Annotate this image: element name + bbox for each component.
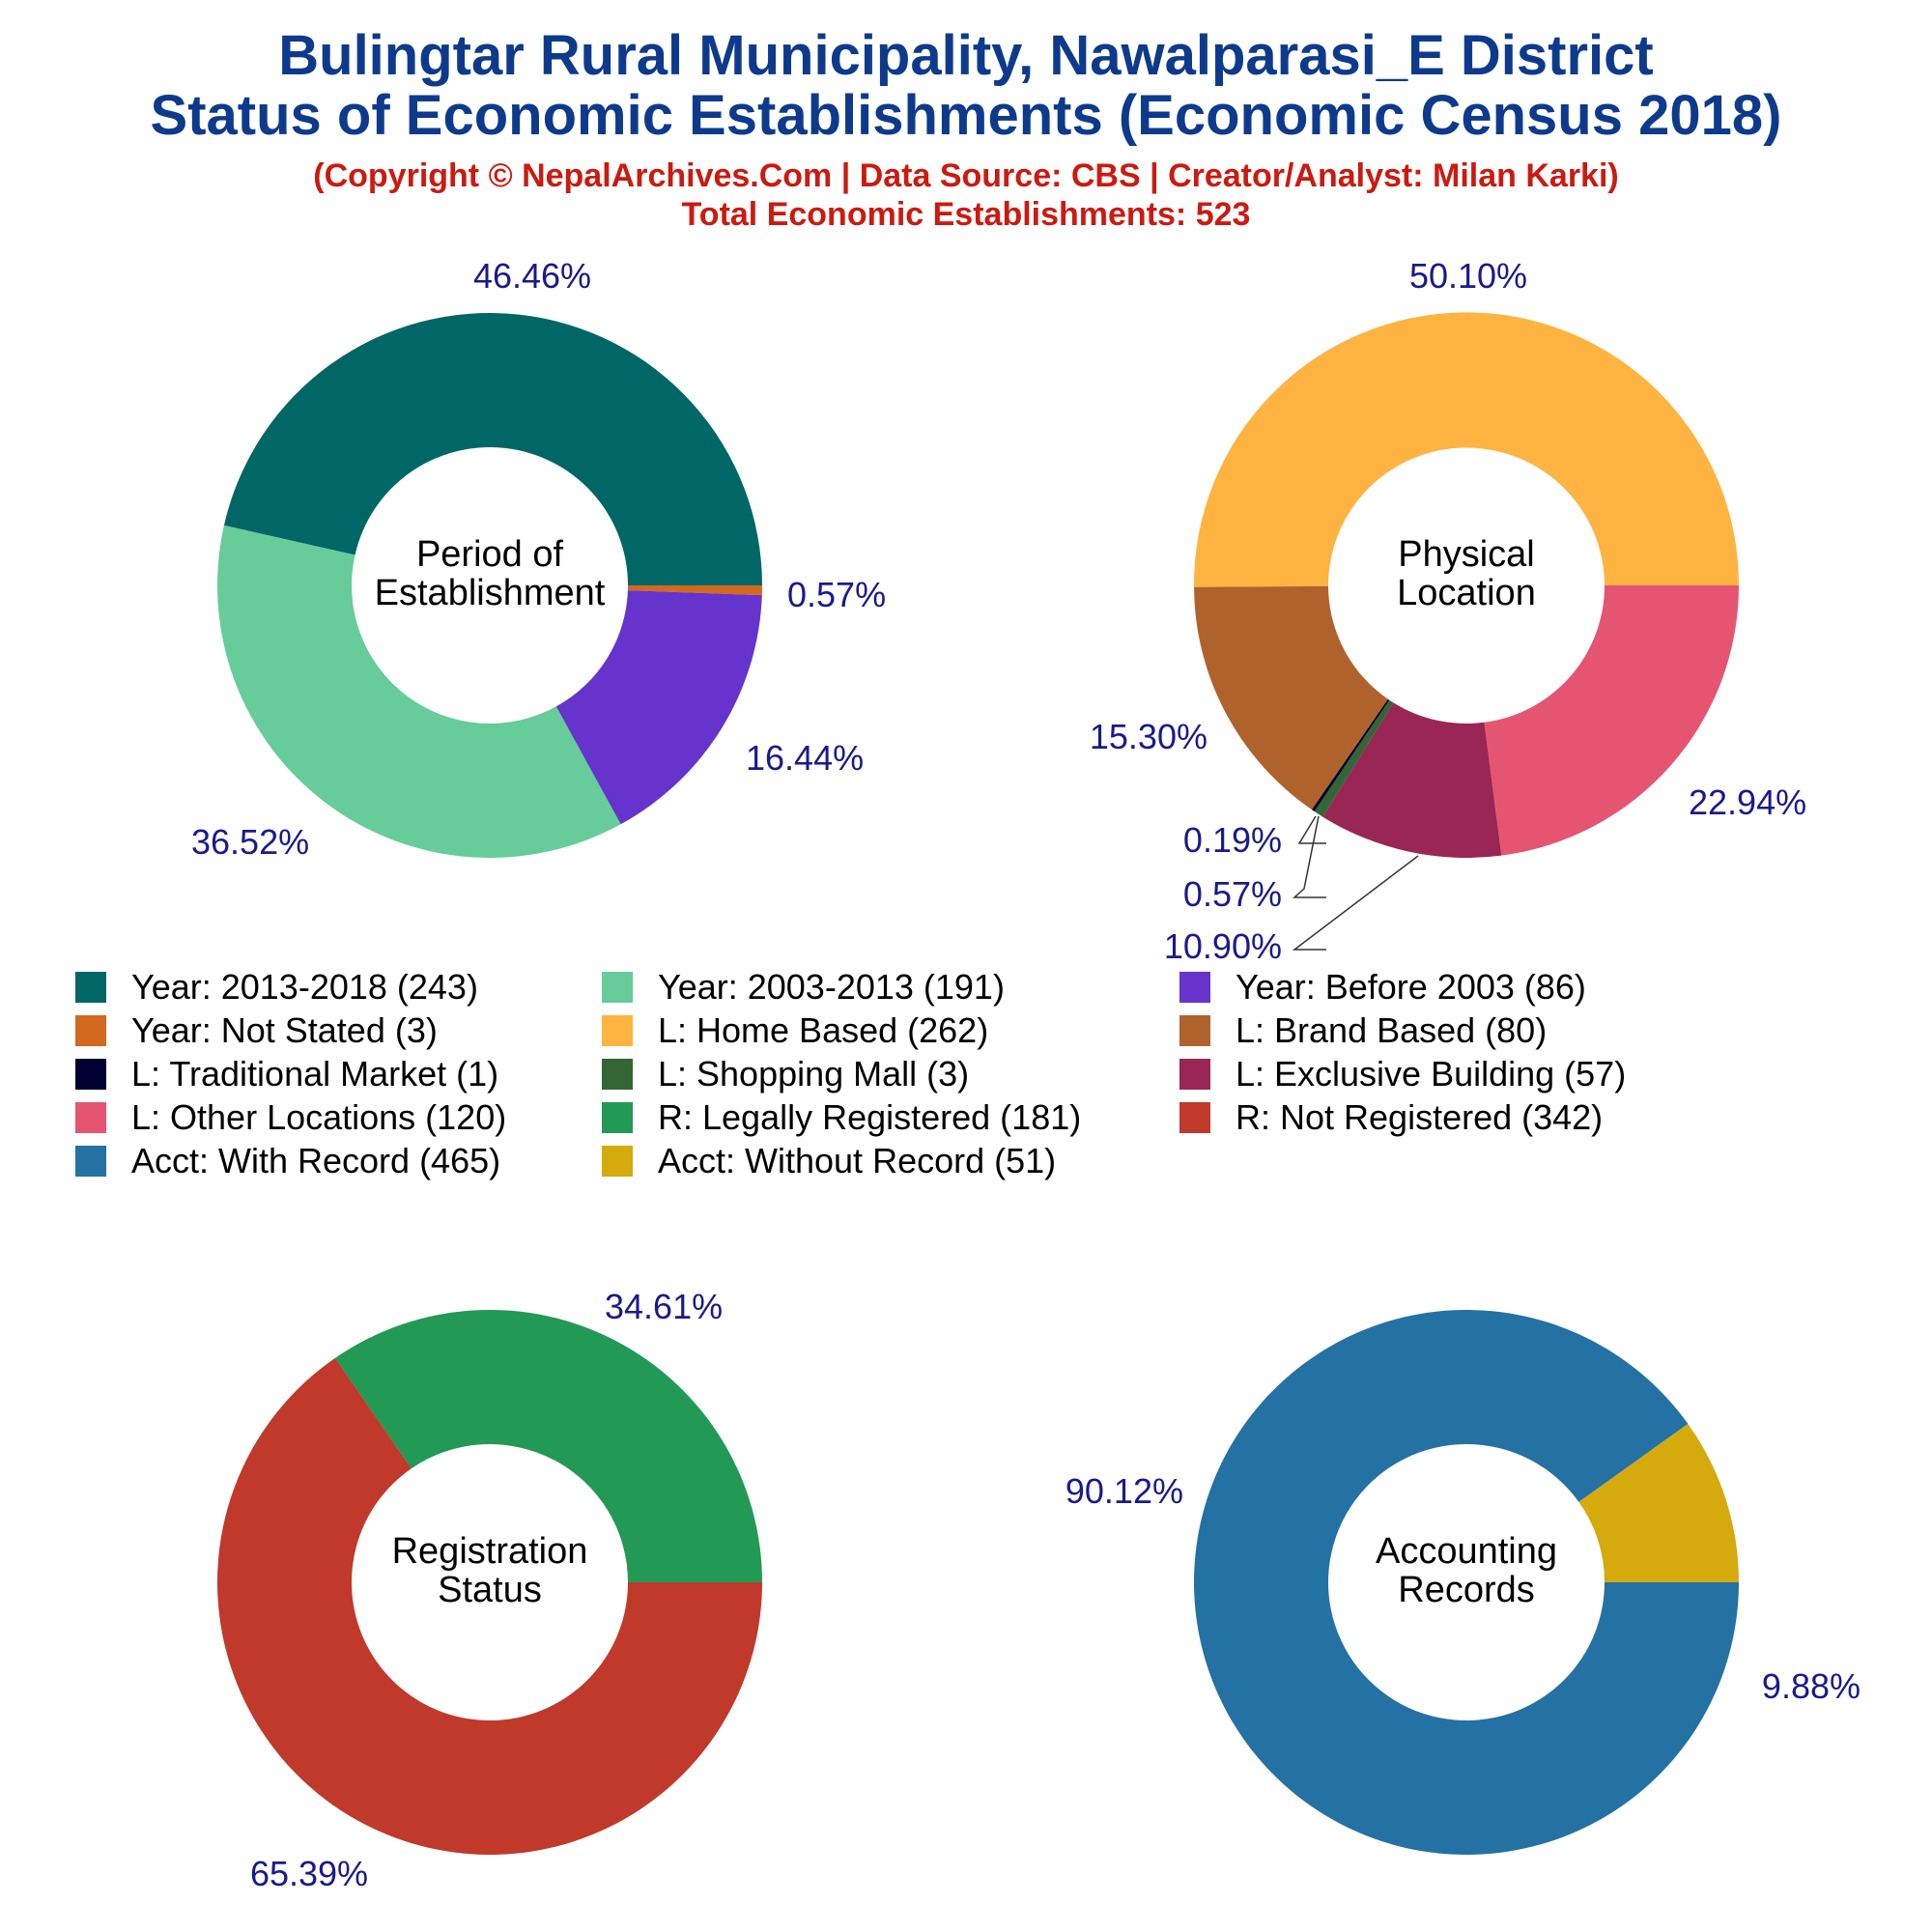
percent-label: 46.46% [473,256,591,296]
slice-acct-with-record [1193,1310,1739,1856]
legend-label: Year: Not Stated (3) [131,1010,438,1050]
slice-l-traditional-market [1311,698,1390,812]
percent-label: 10.90% [1164,926,1282,966]
location-donut: Physical Location 50.10% 22.94% 10.90% 0.57% 0… [1090,256,1806,966]
legend-item: R: Legally Registered (181) [602,1096,1081,1139]
percent-label: 15.30% [1090,717,1208,756]
legend-label: L: Other Locations (120) [131,1097,507,1137]
legend-swatch [602,1102,633,1133]
legend-label: R: Not Registered (342) [1236,1097,1604,1137]
period-donut: Period of Establishment 46.46% 0.57% 16.44% 3… [191,256,886,862]
leader-line [1292,855,1419,951]
legend-swatch [1179,1015,1210,1046]
slice-year-2013-2018 [223,313,762,585]
slice-year-before-2003 [555,590,762,825]
legend-label: L: Traditional Market (1) [131,1054,499,1094]
legend-item: Acct: Without Record (51) [602,1140,1056,1182]
percent-label: 16.44% [746,738,864,778]
legend-label: Acct: With Record (465) [131,1141,501,1180]
chart-title-line2: Status of Economic Establishments (Econo… [150,84,1782,147]
legend-label: L: Exclusive Building (57) [1236,1054,1627,1094]
legend-label: Year: Before 2003 (86) [1236,967,1586,1007]
legend-item: L: Home Based (262) [602,1009,988,1052]
legend-label: Acct: Without Record (51) [658,1141,1057,1180]
slice-r-not-registered [216,1357,763,1855]
total-establishments: Total Economic Establishments: 523 [681,196,1251,233]
legend-item: L: Traditional Market (1) [75,1053,498,1095]
percent-label: 9.88% [1762,1666,1861,1706]
legend-swatch [1179,1059,1210,1090]
legend-item: Year: 2003-2013 (191) [602,966,1005,1009]
copyright-note: (Copyright © NepalArchives.Com | Data So… [313,157,1619,194]
legend-item: Year: Before 2003 (86) [1179,966,1586,1009]
center-label: Period of Establishment [375,534,606,613]
percent-label: 34.61% [605,1287,723,1326]
legend-item: Year: 2013-2018 (243) [75,966,478,1009]
slice-l-shopping-mall [1314,699,1394,817]
slice-acct-without-record [1578,1423,1739,1582]
percent-label: 0.19% [1183,820,1282,860]
slice-r-legally-registered [334,1309,762,1582]
legend-item: L: Exclusive Building (57) [1179,1053,1626,1095]
legend-swatch [1179,972,1210,1003]
legend-swatch [75,1015,106,1046]
legend-label: L: Brand Based (80) [1236,1010,1548,1050]
accounting-donut: Accounting Records 9.88% 90.12% [1065,1310,1861,1856]
legend-item: Year: Not Stated (3) [75,1009,438,1052]
percent-label: 50.10% [1409,256,1527,296]
legend-item: L: Brand Based (80) [1179,1009,1547,1052]
slice-l-other-locations [1484,585,1739,856]
center-label: Accounting Records [1376,1531,1557,1610]
slice-l-home-based [1194,312,1740,587]
legend-swatch [75,1102,106,1133]
percent-label: 36.52% [191,822,309,862]
percent-label: 90.12% [1065,1471,1183,1511]
center-label: Registration Status [392,1531,588,1610]
legend-swatch [1179,1102,1210,1133]
registration-donut: Registration Status 34.61% 65.39% [216,1287,763,1893]
percent-label: 65.39% [250,1854,368,1893]
legend-swatch [602,1059,633,1090]
leader-line [1293,815,1326,898]
legend-item: Acct: With Record (465) [75,1140,500,1182]
legend-label: L: Shopping Mall (3) [658,1054,970,1094]
chart-title-line1: Bulingtar Rural Municipality, Nawalparas… [278,24,1654,87]
slice-l-brand-based [1194,585,1388,810]
legend-swatch [75,1146,106,1177]
leader-line [1297,815,1326,844]
legend-item: L: Other Locations (120) [75,1096,506,1139]
percent-label: 22.94% [1689,782,1806,822]
legend-item: R: Not Registered (342) [1179,1096,1603,1139]
legend-swatch [75,972,106,1003]
slice-year-not-stated [627,585,763,596]
legend-label: Year: 2003-2013 (191) [658,967,1005,1007]
legend-item: L: Shopping Mall (3) [602,1053,969,1095]
slice-year-2003-2013 [217,525,621,859]
slice-l-exclusive-building [1322,702,1502,858]
legend-swatch [602,1146,633,1177]
percent-label: 0.57% [1183,874,1282,914]
legend-label: R: Legally Registered (181) [658,1097,1082,1137]
legend-swatch [602,972,633,1003]
center-label: Physical Location [1397,534,1536,613]
legend-swatch [602,1015,633,1046]
legend-label: L: Home Based (262) [658,1010,989,1050]
legend-label: Year: 2013-2018 (243) [131,967,478,1007]
percent-label: 0.57% [787,575,886,614]
legend-swatch [75,1059,106,1090]
